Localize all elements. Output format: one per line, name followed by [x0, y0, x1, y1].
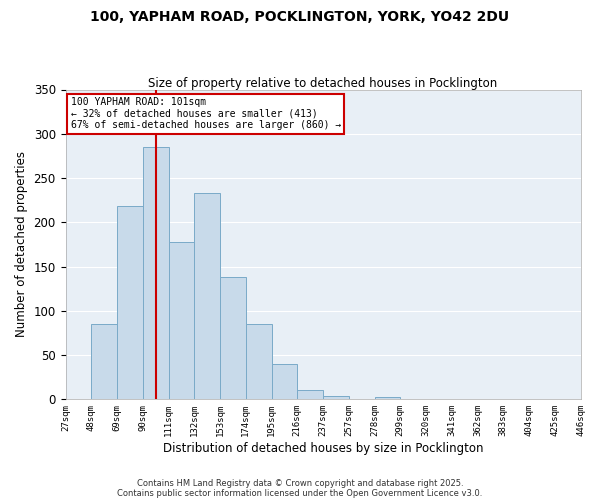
Bar: [117, 206, 143, 400]
Bar: [220, 277, 246, 400]
Bar: [272, 364, 297, 400]
Text: Contains public sector information licensed under the Open Government Licence v3: Contains public sector information licen…: [118, 488, 482, 498]
Title: Size of property relative to detached houses in Pocklington: Size of property relative to detached ho…: [148, 76, 497, 90]
Bar: [374, 396, 400, 400]
Bar: [297, 390, 323, 400]
Bar: [91, 324, 117, 400]
Bar: [246, 324, 272, 400]
Bar: [323, 396, 349, 400]
Bar: [169, 242, 194, 400]
X-axis label: Distribution of detached houses by size in Pocklington: Distribution of detached houses by size …: [163, 442, 483, 455]
Y-axis label: Number of detached properties: Number of detached properties: [15, 152, 28, 338]
Bar: [194, 193, 220, 400]
Text: 100, YAPHAM ROAD, POCKLINGTON, YORK, YO42 2DU: 100, YAPHAM ROAD, POCKLINGTON, YORK, YO4…: [91, 10, 509, 24]
Text: Contains HM Land Registry data © Crown copyright and database right 2025.: Contains HM Land Registry data © Crown c…: [137, 478, 463, 488]
Bar: [143, 147, 169, 400]
Text: 100 YAPHAM ROAD: 101sqm
← 32% of detached houses are smaller (413)
67% of semi-d: 100 YAPHAM ROAD: 101sqm ← 32% of detache…: [71, 97, 341, 130]
